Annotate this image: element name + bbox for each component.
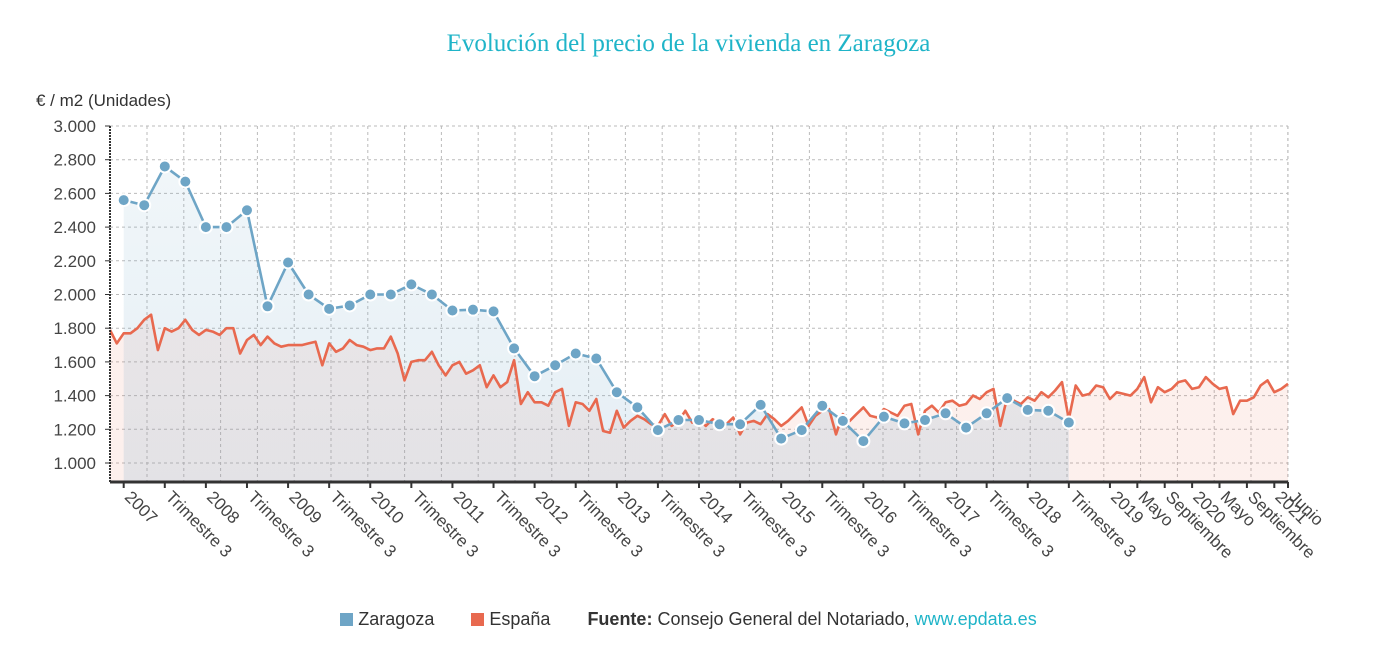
- point-zaragoza: [979, 406, 994, 421]
- legend-swatch-espana: [471, 612, 485, 626]
- series-areas: [110, 166, 1288, 482]
- chart-canvas: € / m2 (Unidades) 3.000 2.800 2.600 2.400 2.…: [36, 91, 1327, 562]
- point-zaragoza: [137, 198, 152, 213]
- y-axis-label: € / m2 (Unidades): [36, 91, 171, 110]
- axes: [105, 125, 1289, 488]
- point-zaragoza: [876, 409, 891, 424]
- point-zaragoza: [712, 417, 727, 432]
- area-zaragoza: [123, 166, 1069, 482]
- point-zaragoza: [445, 303, 460, 318]
- point-zaragoza: [342, 298, 357, 313]
- point-zaragoza: [835, 413, 850, 428]
- point-zaragoza: [918, 413, 933, 428]
- point-zaragoza: [424, 287, 439, 302]
- point-zaragoza: [157, 159, 172, 174]
- point-zaragoza: [507, 341, 522, 356]
- point-zaragoza: [630, 400, 645, 415]
- point-zaragoza: [1000, 391, 1015, 406]
- legend-label-espana: España: [489, 608, 551, 629]
- y-tick-label: 1.000: [53, 454, 96, 473]
- point-zaragoza: [383, 287, 398, 302]
- point-zaragoza: [568, 346, 583, 361]
- legend-label-zaragoza: Zaragoza: [358, 608, 435, 629]
- point-zaragoza: [692, 413, 706, 428]
- source-text: Consejo General del Notariado,: [657, 608, 910, 629]
- y-tick-label: 2.400: [53, 218, 96, 237]
- point-zaragoza: [1020, 402, 1035, 417]
- point-zaragoza: [486, 304, 501, 319]
- source-note: Fuente: Consejo General del Notariado, w…: [587, 609, 1036, 630]
- y-tick-label: 1.200: [53, 420, 96, 439]
- point-zaragoza: [774, 431, 789, 446]
- point-zaragoza: [733, 417, 748, 432]
- y-tick-label: 2.800: [53, 151, 96, 170]
- y-tick-label: 1.800: [53, 319, 96, 338]
- point-zaragoza: [815, 398, 830, 413]
- point-zaragoza: [301, 287, 316, 302]
- point-zaragoza: [198, 220, 213, 235]
- point-zaragoza: [116, 193, 131, 208]
- y-tick-label: 3.000: [53, 117, 96, 136]
- point-zaragoza: [753, 397, 768, 412]
- source-link[interactable]: www.epdata.es: [914, 608, 1037, 629]
- legend-swatch-zaragoza: [340, 612, 354, 626]
- x-tick-label: 2007: [121, 487, 161, 527]
- point-zaragoza: [260, 299, 275, 314]
- point-zaragoza: [322, 301, 337, 316]
- point-zaragoza: [959, 420, 974, 435]
- point-zaragoza: [650, 423, 665, 438]
- point-zaragoza: [239, 203, 254, 218]
- point-zaragoza: [856, 434, 871, 449]
- series-points: [116, 159, 1076, 449]
- point-zaragoza: [465, 302, 480, 317]
- point-zaragoza: [178, 174, 193, 189]
- y-tick-labels: 3.000 2.800 2.600 2.400 2.200 2.000 1.800 1.600…: [53, 117, 96, 473]
- point-zaragoza: [609, 385, 624, 400]
- legend: Zaragoza España Fuente: Consejo General …: [0, 608, 1377, 630]
- chart-title: Evolución del precio de la vivienda en Z…: [446, 30, 931, 57]
- y-tick-label: 1.600: [53, 353, 96, 372]
- point-zaragoza: [1041, 403, 1056, 418]
- legend-item-zaragoza[interactable]: Zaragoza: [340, 609, 434, 630]
- point-zaragoza: [363, 287, 378, 302]
- y-tick-label: 2.200: [53, 252, 96, 271]
- legend-item-espana[interactable]: España: [471, 609, 550, 630]
- point-zaragoza: [281, 255, 296, 270]
- point-zaragoza: [589, 351, 604, 366]
- point-zaragoza: [1061, 415, 1076, 430]
- point-zaragoza: [219, 220, 234, 235]
- point-zaragoza: [794, 423, 809, 438]
- point-zaragoza: [671, 413, 686, 428]
- y-tick-label: 1.400: [53, 387, 96, 406]
- source-label: Fuente:: [587, 608, 653, 629]
- point-zaragoza: [548, 358, 563, 373]
- point-zaragoza: [897, 416, 912, 431]
- point-zaragoza: [938, 406, 953, 421]
- y-tick-label: 2.000: [53, 286, 96, 305]
- point-zaragoza: [527, 369, 542, 384]
- y-tick-label: 2.600: [53, 184, 96, 203]
- point-zaragoza: [404, 277, 419, 292]
